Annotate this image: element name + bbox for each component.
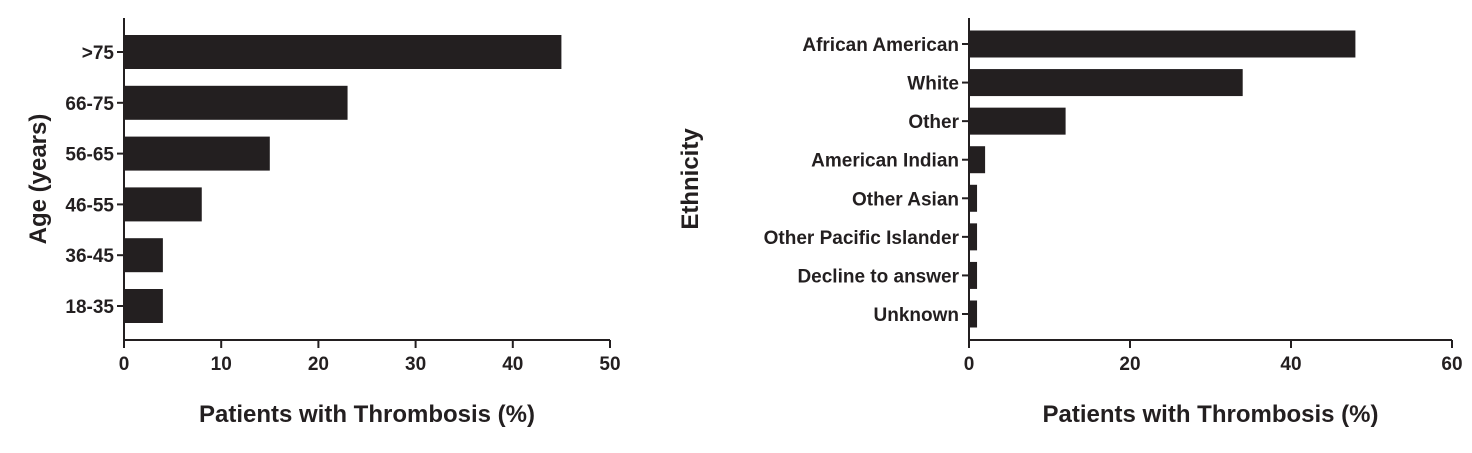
bar [969,146,986,174]
y-tick-label: Other Pacific Islander [764,228,960,249]
y-tick-label: Decline to answer [797,266,959,287]
age-chart-svg: 0 10 20 30 40 50 >75 66-75 56-65 46-55 36-45 18-35 P… [25,18,621,428]
y-tick-label: Unknown [874,305,960,326]
x-tick-label: 0 [119,354,130,375]
y-tick-label: Other [908,112,959,133]
y-tick-label: 66-75 [65,94,114,115]
x-tick-label: 50 [599,354,620,375]
bar [969,184,978,212]
bar [124,289,163,323]
y-tick-label: >75 [82,43,115,64]
x-axis-title: Patients with Thrombosis (%) [1042,401,1378,428]
bar [124,85,348,120]
bar [969,261,978,289]
bar [969,69,1243,97]
bar [124,238,163,273]
x-tick-label: 40 [502,354,523,375]
bar [969,107,1066,135]
bar [969,223,978,251]
ethnicity-chart: 0 20 40 60 African American White Other America… [660,0,1472,448]
y-tick-label: Other Asian [852,189,959,210]
bar [969,30,1356,58]
bar [124,35,562,69]
x-tick-label: 60 [1441,354,1462,375]
x-tick-label: 20 [1119,354,1140,375]
y-tick-label: 36-45 [65,246,114,267]
x-tick-label: 10 [211,354,232,375]
age-chart: 0 10 20 30 40 50 >75 66-75 56-65 46-55 36-45 18-35 P… [0,0,640,448]
y-axis-title: Ethnicity [677,128,704,230]
x-axis-title: Patients with Thrombosis (%) [199,401,535,428]
x-tick-label: 30 [405,354,426,375]
y-tick-label: 56-65 [65,145,114,166]
x-tick-label: 0 [964,354,975,375]
y-tick-label: White [907,74,959,95]
x-tick-label: 40 [1280,354,1301,375]
y-tick-label: African American [802,35,959,56]
x-tick-label: 20 [308,354,329,375]
y-axis-title: Age (years) [25,114,52,245]
bar [124,136,270,171]
y-tick-label: 46-55 [65,195,114,216]
y-tick-label: 18-35 [65,297,114,318]
ethnicity-chart-svg: 0 20 40 60 African American White Other America… [677,18,1463,428]
bar [124,187,202,222]
bar [969,300,978,328]
y-tick-label: American Indian [811,151,959,172]
